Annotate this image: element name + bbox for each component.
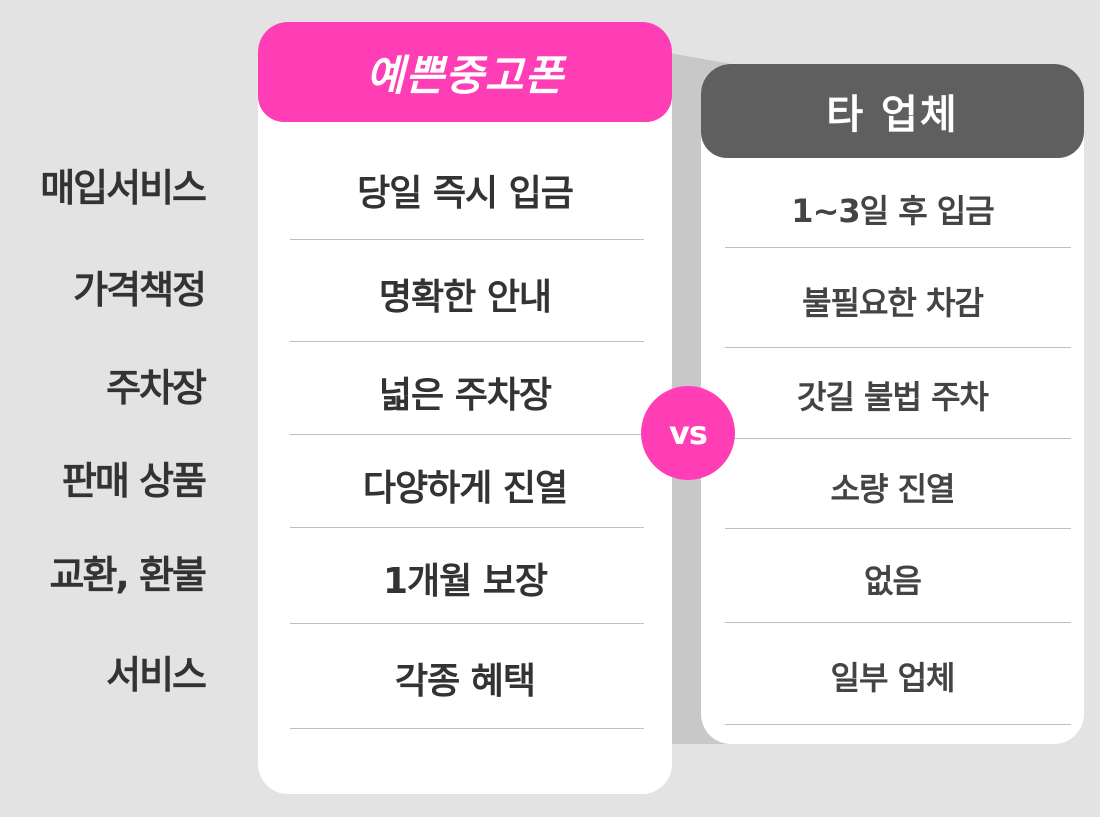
divider bbox=[290, 434, 644, 435]
divider bbox=[290, 341, 644, 342]
ours-value-parking: 넓은 주차장 bbox=[378, 375, 552, 416]
row-label-purchase-service: 매입서비스 bbox=[40, 166, 207, 210]
divider bbox=[290, 239, 644, 240]
vs-badge: vs bbox=[641, 386, 735, 480]
ours-value-service: 각종 혜택 bbox=[394, 661, 536, 702]
other-company-header: 타 업체 bbox=[701, 64, 1084, 158]
divider bbox=[725, 724, 1071, 725]
other-value-purchase: 1~3일 후 입금 bbox=[791, 192, 994, 230]
divider bbox=[725, 438, 1071, 439]
divider bbox=[725, 247, 1071, 248]
row-label-parking: 주차장 bbox=[106, 366, 207, 410]
row-labels: 매입서비스 가격책정 주차장 판매 상품 교환, 환불 서비스 bbox=[0, 0, 215, 817]
row-label-pricing: 가격책정 bbox=[73, 268, 207, 312]
divider bbox=[725, 622, 1071, 623]
row-label-service: 서비스 bbox=[106, 653, 207, 697]
other-value-products: 소량 진열 bbox=[830, 470, 956, 508]
ours-value-pricing: 명확한 안내 bbox=[378, 277, 552, 318]
other-value-parking: 갓길 불법 주차 bbox=[797, 378, 989, 416]
row-label-products: 판매 상품 bbox=[61, 459, 207, 503]
divider bbox=[725, 528, 1071, 529]
divider bbox=[290, 728, 644, 729]
other-company-card: 타 업체 1~3일 후 입금 불필요한 차감 갓길 불법 주차 소량 진열 없음… bbox=[701, 64, 1084, 744]
other-value-pricing: 불필요한 차감 bbox=[802, 284, 984, 322]
ours-value-purchase: 당일 즉시 입금 bbox=[357, 173, 574, 214]
other-value-exchange: 없음 bbox=[864, 562, 922, 600]
other-company-title: 타 업체 bbox=[826, 92, 959, 138]
our-company-header: 예쁜중고폰 bbox=[258, 22, 672, 122]
brand-logo: 예쁜중고폰 bbox=[365, 50, 565, 100]
ours-value-exchange: 1개월 보장 bbox=[382, 561, 548, 602]
ours-value-products: 다양하게 진열 bbox=[362, 468, 568, 509]
divider bbox=[290, 527, 644, 528]
our-company-card: 예쁜중고폰 당일 즉시 입금 명확한 안내 넓은 주차장 다양하게 진열 1개월… bbox=[258, 22, 672, 794]
other-value-service: 일부 업체 bbox=[830, 659, 956, 697]
divider bbox=[725, 347, 1071, 348]
row-label-exchange-refund: 교환, 환불 bbox=[49, 553, 207, 597]
divider bbox=[290, 623, 644, 624]
